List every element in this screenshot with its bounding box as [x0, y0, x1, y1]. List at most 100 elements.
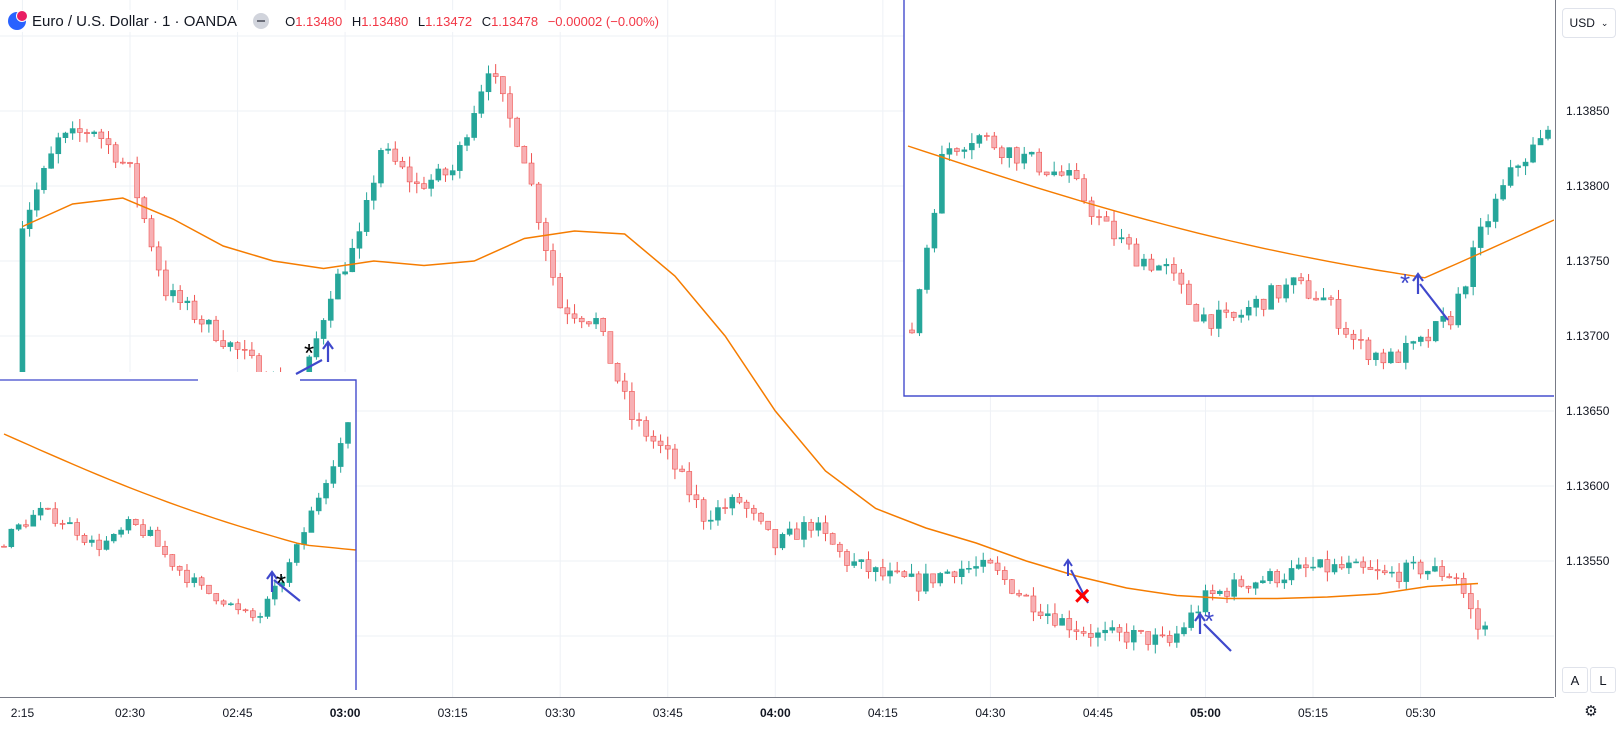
- currency-selector[interactable]: USD ⌄: [1562, 8, 1616, 38]
- candle: [1360, 556, 1367, 574]
- candle: [1424, 570, 1431, 580]
- time-scale[interactable]: 2:15 02:30 02:45 03:00 03:15 03:30 03:45 04:00 0…: [0, 697, 1554, 727]
- candle: [1475, 600, 1481, 640]
- candle-body: [1066, 618, 1073, 631]
- candle-body: [1303, 564, 1309, 569]
- inset-right-candle: [909, 322, 915, 334]
- candle: [535, 181, 542, 230]
- candle: [370, 175, 377, 210]
- price-scale[interactable]: 1.13850 1.13800 1.13750 1.13700 1.13650 1.136…: [1555, 0, 1624, 697]
- price-tick-label: 1.13750: [1566, 254, 1610, 268]
- candle: [664, 436, 671, 460]
- candle-body: [98, 131, 105, 139]
- candle-body: [23, 524, 29, 527]
- candle: [1138, 629, 1144, 635]
- candle-body: [1338, 564, 1345, 569]
- candle-body: [1059, 618, 1065, 626]
- candle: [571, 304, 578, 324]
- candle: [872, 566, 879, 582]
- candle-body: [257, 616, 263, 618]
- candle: [1389, 566, 1395, 578]
- inset-left-candle: [125, 516, 132, 534]
- candle: [643, 416, 650, 442]
- inset-right-candle: [1006, 147, 1013, 168]
- candle-body: [349, 247, 356, 273]
- candle-body: [1202, 590, 1209, 613]
- settings-gear-icon[interactable]: ⚙: [1584, 703, 1598, 720]
- candle: [1303, 557, 1309, 578]
- candle-body: [600, 318, 607, 332]
- inset-right-candle: [1403, 335, 1409, 370]
- candle-body: [320, 320, 327, 339]
- log-scale-button[interactable]: L: [1590, 667, 1616, 693]
- candle: [593, 312, 599, 329]
- inset-right-candle: [1410, 340, 1417, 350]
- inset-right-candle: [1350, 329, 1357, 350]
- hide-legend-button[interactable]: [253, 13, 270, 29]
- candle-body: [1116, 627, 1123, 633]
- candle: [184, 296, 191, 311]
- candle: [1295, 557, 1302, 570]
- candle-body: [235, 603, 242, 611]
- candle: [521, 145, 528, 164]
- inset-right-ma-line: [907, 145, 1555, 279]
- inset-right-candle: [1036, 148, 1042, 176]
- candle-body: [1163, 264, 1170, 267]
- candle-body: [485, 73, 492, 93]
- symbol-title[interactable]: Euro / U.S. Dollar · 1 · OANDA: [32, 12, 238, 30]
- candle-body: [55, 137, 62, 155]
- candle: [1044, 604, 1051, 625]
- inset-left-candle: [96, 533, 102, 557]
- candle-body: [564, 307, 571, 315]
- candle: [105, 131, 112, 154]
- candle: [1446, 573, 1453, 579]
- inset-left-candle: [118, 527, 124, 538]
- inset-right-candle: [1275, 285, 1282, 303]
- candle: [1417, 559, 1424, 579]
- candle-body: [110, 533, 117, 542]
- inset-right-candle: [1477, 217, 1484, 256]
- candle: [1260, 575, 1266, 584]
- candle-body: [908, 573, 915, 577]
- candle-body: [1260, 298, 1267, 310]
- candle-body: [264, 598, 271, 617]
- candle: [758, 511, 764, 525]
- price-tick-label: 1.13650: [1566, 404, 1610, 418]
- candle-body: [249, 349, 255, 356]
- candle: [930, 573, 936, 588]
- inset-right-candle: [1148, 253, 1155, 273]
- candle-body: [1138, 630, 1144, 632]
- inset-left-candle: [330, 460, 337, 488]
- inset-right-candle: [1418, 335, 1424, 347]
- inset-left-candle: [59, 519, 66, 530]
- candle-body: [177, 290, 183, 304]
- candle-body: [779, 534, 786, 549]
- candle: [1023, 593, 1030, 597]
- candle-body: [147, 529, 154, 536]
- inset-right-candle: [976, 133, 983, 148]
- inset-right-candle: [1111, 211, 1117, 246]
- candle: [743, 499, 750, 518]
- candle-body: [227, 342, 234, 347]
- inset-right-candle: [1305, 274, 1312, 300]
- candle-body: [272, 585, 278, 600]
- candle: [700, 497, 707, 530]
- candle-body: [1230, 311, 1237, 318]
- candle-body: [478, 91, 485, 114]
- candle-body: [449, 170, 456, 176]
- candle: [1346, 555, 1352, 574]
- candlestick-chart[interactable]: * * × * *: [0, 0, 1555, 700]
- candle-body: [500, 76, 506, 95]
- candle: [91, 130, 97, 137]
- chart-area[interactable]: * * × * * Euro / U.S. Dollar · 1 · OANDA O1.…: [0, 0, 1555, 700]
- candle: [1159, 626, 1166, 638]
- candle: [141, 196, 148, 223]
- auto-scale-button[interactable]: A: [1562, 667, 1588, 693]
- candle: [1453, 573, 1460, 586]
- candle: [722, 498, 728, 514]
- candle-body: [808, 522, 814, 531]
- candle-body: [507, 93, 513, 119]
- candle: [1037, 603, 1044, 620]
- candle: [750, 504, 757, 521]
- candle-body: [815, 522, 822, 531]
